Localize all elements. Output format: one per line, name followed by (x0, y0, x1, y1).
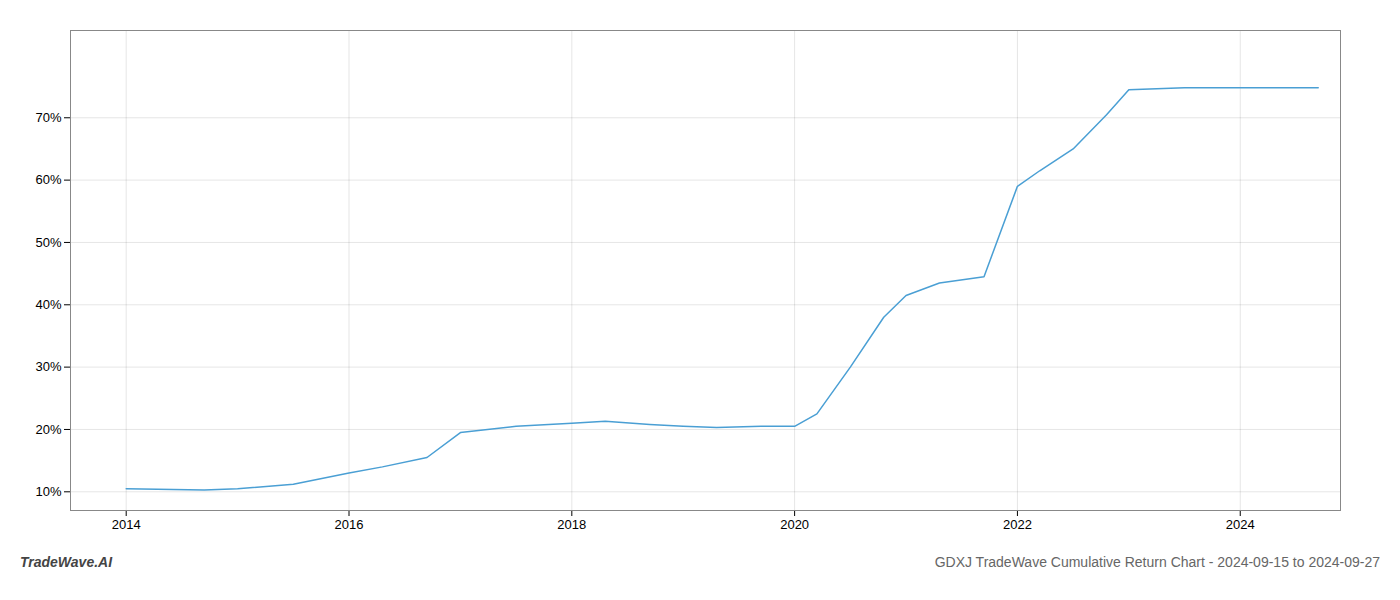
svg-text:2024: 2024 (1226, 517, 1255, 532)
svg-text:2018: 2018 (557, 517, 586, 532)
svg-text:2022: 2022 (1003, 517, 1032, 532)
html-text:GDXJ TradeWave Cumulative Retu: GDXJ TradeWave Cumulative Return Chart -… (934, 554, 1380, 570)
svg-text:30%: 30% (35, 359, 61, 374)
svg-text:2020: 2020 (780, 517, 809, 532)
svg-text:70%: 70% (35, 110, 61, 125)
svg-text:20%: 20% (35, 422, 61, 437)
svg-text:40%: 40% (35, 297, 61, 312)
svg-text:50%: 50% (35, 235, 61, 250)
svg-text:2014: 2014 (112, 517, 141, 532)
svg-text:10%: 10% (35, 484, 61, 499)
svg-text:60%: 60% (35, 172, 61, 187)
html-text:TradeWave.AI: TradeWave.AI (20, 554, 113, 570)
svg-text:2016: 2016 (335, 517, 364, 532)
